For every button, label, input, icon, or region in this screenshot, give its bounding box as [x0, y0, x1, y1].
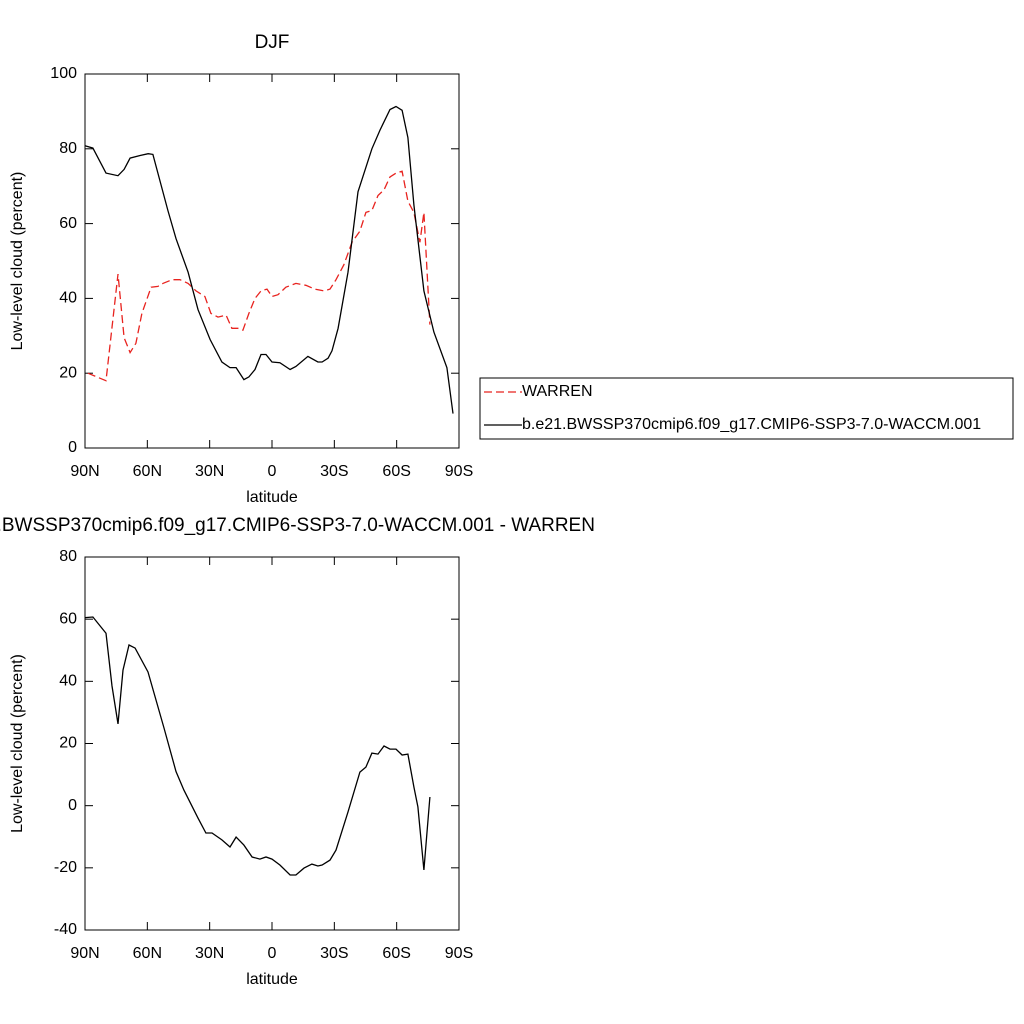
- y-tick-label: -40: [54, 921, 77, 938]
- y-tick-label: 0: [68, 439, 77, 456]
- y-tick-label: 20: [59, 735, 77, 752]
- y-tick-label: 40: [59, 673, 77, 690]
- x-tick-label: 30N: [195, 463, 224, 480]
- x-axis-label: latitude: [246, 489, 298, 506]
- y-tick-label: -20: [54, 859, 77, 876]
- legend-label: WARREN: [522, 383, 593, 400]
- y-tick-label: 80: [59, 140, 77, 157]
- data-line: [87, 170, 431, 382]
- x-tick-label: 90S: [445, 945, 473, 962]
- y-axis-label: Low-level cloud (percent): [9, 654, 26, 833]
- x-tick-label: 90S: [445, 463, 473, 480]
- x-axis-label: latitude: [246, 971, 298, 988]
- x-tick-label: 60S: [382, 945, 410, 962]
- data-line: [84, 616, 431, 876]
- legend-box: [479, 377, 1014, 440]
- y-tick-label: 40: [59, 290, 77, 307]
- x-tick-label: 30N: [195, 945, 224, 962]
- y-tick-label: 80: [59, 548, 77, 565]
- x-tick-label: 0: [268, 463, 277, 480]
- x-tick-label: 90N: [70, 945, 99, 962]
- x-tick-label: 60S: [382, 463, 410, 480]
- x-tick-label: 30S: [320, 945, 348, 962]
- chart-title: DJF: [255, 32, 290, 53]
- x-tick-label: 90N: [70, 463, 99, 480]
- y-tick-label: 100: [50, 65, 77, 82]
- x-tick-label: 0: [268, 945, 277, 962]
- legend-label: b.e21.BWSSP370cmip6.f09_g17.CMIP6-SSP3-7…: [522, 416, 981, 433]
- y-tick-label: 60: [59, 215, 77, 232]
- plot-frame: [84, 556, 460, 931]
- plot-frame: [84, 73, 460, 449]
- x-tick-label: 30S: [320, 463, 348, 480]
- y-tick-label: 60: [59, 610, 77, 627]
- y-tick-label: 20: [59, 364, 77, 381]
- x-tick-label: 60N: [133, 463, 162, 480]
- y-axis-label: Low-level cloud (percent): [9, 172, 26, 351]
- x-tick-label: 60N: [133, 945, 162, 962]
- data-line: [84, 105, 454, 414]
- chart-title: b.e21.BWSSP370cmip6.f09_g17.CMIP6-SSP3-7…: [0, 515, 595, 536]
- y-tick-label: 0: [68, 797, 77, 814]
